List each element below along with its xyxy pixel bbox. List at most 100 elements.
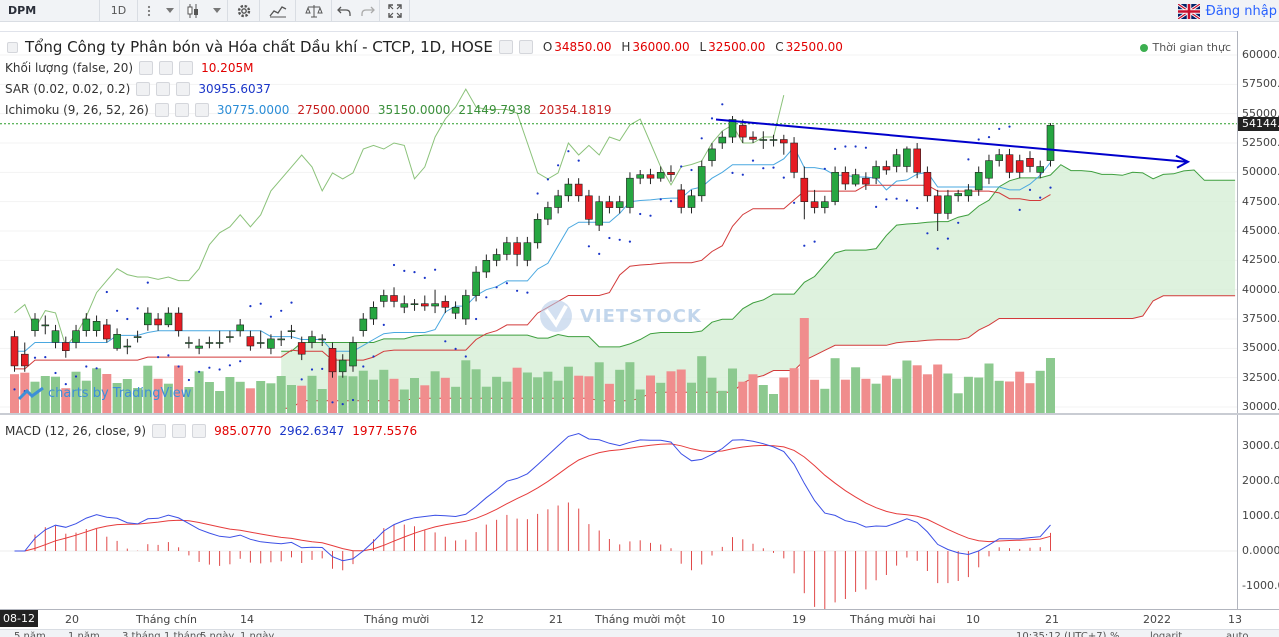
legend-settings-icon[interactable] [498,40,513,54]
candle-body [20,353,29,367]
volume-bar [30,381,40,413]
volume-bar [215,391,225,413]
range-button[interactable]: % [1110,631,1120,637]
range-button[interactable]: auto [1226,631,1249,637]
gear-icon[interactable] [228,0,260,22]
symbol-search[interactable]: DPM [0,0,100,22]
login-link[interactable]: Đăng nhập [1205,3,1277,19]
fullscreen-icon[interactable] [380,0,410,22]
language-login[interactable]: Đăng nhập [1177,0,1279,22]
candlestick-type-icon[interactable] [180,0,206,22]
sar-dot [475,317,478,321]
volume-bar [122,379,132,413]
eye-icon[interactable] [152,424,167,438]
gear-icon[interactable] [174,103,189,117]
candle-body [626,177,634,208]
candle-body [338,359,347,373]
ichimoku-legend: Ichimoku (9, 26, 52, 26) 30775.0000 2750… [5,103,611,117]
crosshair-date-label: 08-12 [0,610,38,627]
indicators-icon[interactable] [260,0,296,22]
collapse-legend-icon[interactable] [7,41,18,53]
sar-dot [905,199,909,202]
sar-dot [526,291,529,294]
sar-dot [198,370,201,373]
legend-settings-icon[interactable] [518,40,533,54]
sar-dot [300,378,303,381]
undo-icon[interactable] [332,0,356,22]
pane-divider[interactable] [0,413,1279,415]
candle-body [420,303,429,307]
sar-dot [116,309,119,312]
eye-icon[interactable] [136,82,151,96]
volume-bar [912,365,922,413]
close-icon[interactable] [179,61,194,75]
candle-body [287,330,296,333]
close-icon[interactable] [176,82,191,96]
candle-body [410,303,419,306]
close-icon[interactable] [194,103,209,117]
eye-icon[interactable] [154,103,169,117]
volume-bar [204,382,214,413]
price-tick-label: 35000.0 [1242,341,1279,355]
senkou-span-a [281,164,1236,352]
volume-bar [707,377,717,413]
volume-bar [266,383,276,413]
range-button[interactable]: logarit [1150,631,1183,637]
sar-dot [64,383,67,386]
sar-dot [259,302,262,305]
range-button[interactable]: 5 ngày [200,631,235,637]
tradingview-watermark[interactable]: charts by TradingView [18,386,191,401]
candle-body [195,345,203,349]
status-dot-icon [1140,43,1149,52]
range-button[interactable]: 5 năm [14,631,46,637]
candle-body [441,301,450,308]
range-button[interactable]: 1 tháng [164,631,203,637]
close-icon[interactable] [192,424,207,438]
range-button[interactable]: 1 ngày [240,631,275,637]
volume-bar [871,383,881,413]
gear-icon[interactable] [156,82,171,96]
interval-selector[interactable]: 1D [100,0,138,22]
volume-bar [953,393,963,413]
eye-icon[interactable] [139,61,154,75]
gear-icon[interactable] [172,424,187,438]
volume-bar [687,382,696,413]
chevron-down-icon[interactable] [160,0,180,22]
volume-bar [430,371,440,413]
candle-body [903,148,911,167]
range-button[interactable]: 1 năm [68,631,100,637]
candle-body [523,242,532,261]
sar-dot [54,371,57,375]
sar-dot [864,146,868,149]
volume-bar [584,376,594,413]
volume-bar [348,376,358,413]
macd-value-3: 1977.5576 [352,424,418,438]
volume-bar [461,360,471,413]
volume-bar [738,381,748,413]
range-button[interactable]: 3 tháng [122,631,161,637]
volume-bar [51,376,60,413]
compare-scales-icon[interactable] [296,0,332,22]
candle-body [677,189,686,208]
gear-icon[interactable] [159,61,174,75]
time-tick-label: 14 [240,613,254,626]
chart-type-chevron-icon[interactable] [206,0,228,22]
volume-bar [881,375,891,413]
time-tick-label: 20 [65,613,79,626]
price-tick-label: 45000.0 [1242,224,1279,237]
time-axis-border [0,609,1279,610]
top-toolbar: DPM 1D Đăng nhập [0,0,1279,22]
redo-icon[interactable] [356,0,380,22]
sar-dot [926,232,929,235]
volume-bar [892,378,902,413]
range-button[interactable]: 10:35:12 (UTC+7) [1016,631,1107,637]
sar-dot [854,145,857,148]
volume-bar [307,375,317,413]
volume-bar [1035,370,1045,413]
macd-pane[interactable] [0,415,1237,609]
sar-dot [875,205,878,208]
ichimoku-value-5: 20354.1819 [538,103,612,117]
price-chart-pane[interactable] [0,32,1237,413]
interval-more-icon[interactable] [138,0,160,22]
candle-body [667,172,675,175]
